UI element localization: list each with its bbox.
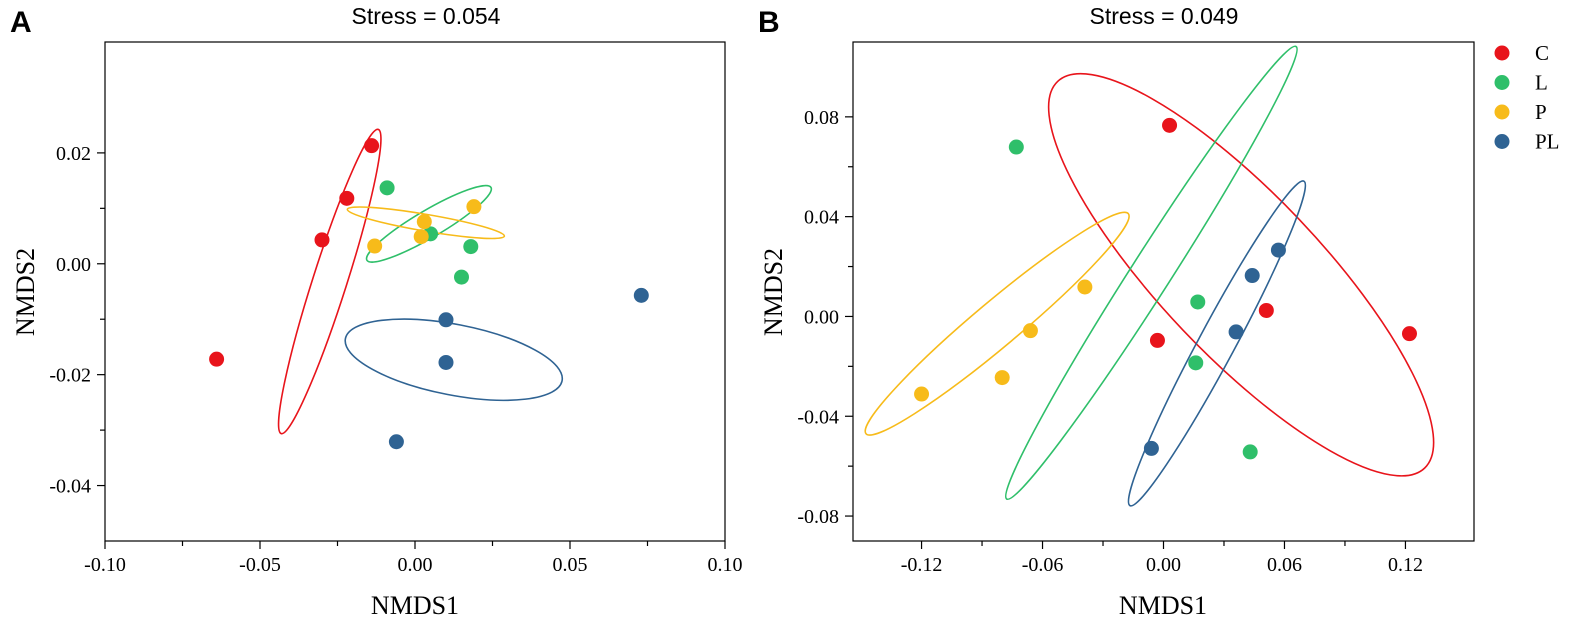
panel-b-x-tick-label: -0.12 [901,554,943,576]
panel-a-point-pl [388,434,404,450]
panel-a-y-tick-label: 0.02 [56,143,91,165]
panel-a-x-axis: -0.10 -0.05 0.00 0.05 0.10 [84,541,743,576]
panel-b-y-tick-label: 0.04 [804,207,839,229]
panel-a-ellipse-pl [344,318,564,402]
panel-a-point-pl [438,354,454,370]
panel-b-point-p [994,370,1010,386]
panel-a-point-p [416,214,432,230]
panel-b-y-tick-label: 0.08 [804,107,839,129]
panel-b-ellipses [864,45,1435,507]
legend-marker-p [1494,104,1510,120]
panel-b-point-l [1188,355,1204,371]
panel-b-point-c [1149,332,1165,348]
panel-b-point-p [1022,323,1038,339]
legend-label-p: P [1535,100,1547,124]
panel-b-point-l [1008,139,1024,155]
panel-b-stress-title: Stress = 0.049 [1090,3,1239,29]
panel-a-x-tick-label: 0.05 [553,554,588,576]
panel-b-x-axis-title: NMDS1 [1119,591,1207,620]
panel-b-y-tick-label: 0.00 [804,306,839,328]
panel-b-x-tick-label: 0.06 [1267,554,1302,576]
legend-label-l: L [1535,71,1548,95]
panel-a-y-axis-title: NMDS2 [11,248,40,336]
legend-marker-l [1494,75,1510,90]
panel-b-y-axis-title: NMDS2 [759,248,788,336]
panel-a-point-l [454,269,469,285]
panel-a-x-axis-title: NMDS1 [371,591,459,620]
panel-b-x-tick-label: 0.00 [1146,554,1181,576]
panel-b-letter: B [758,6,780,39]
panel-b-y-tick-label: -0.04 [797,406,839,428]
panel-b-ellipse-p [864,211,1130,436]
legend: CLP PL [1494,41,1560,154]
panel-a-ellipse-c [277,128,382,435]
panel-a-point-c [364,138,380,154]
panel-b-point-c [1258,302,1274,318]
legend-label-pl: PL [1535,130,1560,154]
panel-b: B Stress = 0.049 -0.12 -0.06 0.00 0.06 0.12 … [758,3,1475,620]
panel-a-x-tick-label: 0.10 [708,554,743,576]
legend-label-c: C [1535,41,1549,65]
panel-a-point-l [463,239,479,255]
legend-marker-pl [1494,134,1510,149]
panel-a-point-c [339,190,355,206]
panel-b-y-tick-label: -0.08 [797,506,839,528]
panel-b-ellipse-l [1004,45,1298,501]
panel-a-point-l [379,180,395,196]
panel-a-point-pl [438,312,454,328]
panel-b-y-axis: -0.08 -0.04 0.00 0.04 0.08 [797,107,853,528]
panel-a-point-p [466,199,482,215]
panel-b-point-pl [1244,268,1260,284]
panel-a-y-tick-label: 0.00 [56,254,91,276]
panel-b-point-pl [1270,242,1286,258]
panel-b-point-c [1162,117,1178,133]
panel-b-point-p [914,386,930,402]
panel-b-point-p [1077,279,1093,295]
panel-b-x-tick-label: 0.12 [1388,554,1423,576]
panel-a: A Stress = 0.054 -0.10 -0.05 0.00 0.05 0.10 … [10,3,743,620]
panel-b-x-tick-label: -0.06 [1022,554,1064,576]
panel-a-point-p [413,229,429,245]
panel-b-point-pl [1228,324,1244,340]
panel-b-point-l [1242,444,1258,460]
panel-a-point-p [367,238,383,254]
panel-b-ellipse-pl [1127,180,1307,507]
panel-a-x-tick-label: -0.10 [84,554,126,576]
panel-a-x-tick-label: 0.00 [398,554,433,576]
panel-b-ellipse-c [1047,72,1435,477]
panel-b-point-pl [1143,440,1159,456]
panel-b-point-l [1190,294,1206,310]
panel-a-x-tick-label: -0.05 [239,554,281,576]
panel-a-letter: A [10,6,32,39]
panel-a-stress-title: Stress = 0.054 [352,3,501,29]
panel-b-x-axis: -0.12 -0.06 0.00 0.06 0.12 [901,541,1423,576]
panel-a-y-tick-label: -0.04 [49,476,91,498]
panel-b-point-c [1401,326,1417,342]
panel-a-y-axis: -0.04 -0.02 0.00 0.02 [49,143,105,498]
panel-a-ellipses [277,128,564,435]
panel-a-point-pl [633,287,649,303]
legend-marker-c [1494,45,1510,61]
panel-a-point-c [209,351,225,367]
panel-a-y-tick-label: -0.02 [49,365,91,387]
panel-a-point-c [314,232,330,248]
panel-a-plot-frame [104,41,726,542]
panel-b-points [914,117,1417,460]
panel-a-points [209,138,649,450]
